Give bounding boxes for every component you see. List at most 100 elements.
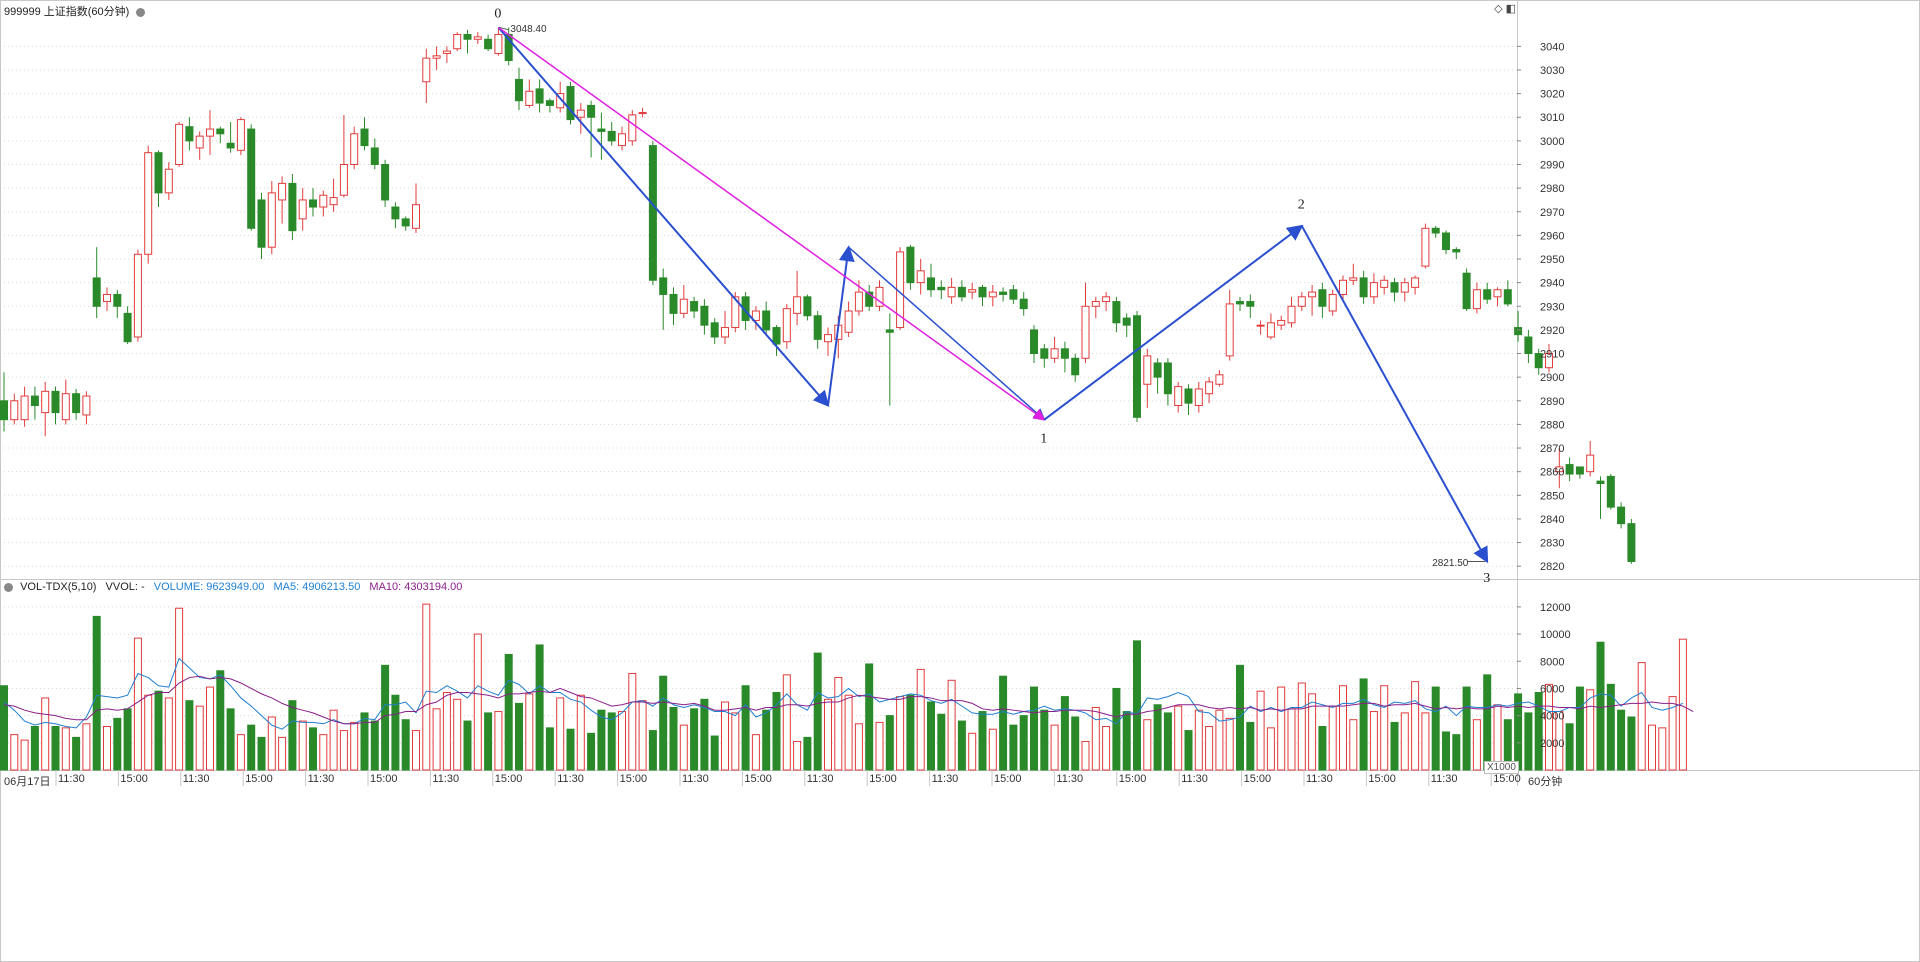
candle-body	[175, 123, 184, 165]
low-price-label: 2821.50	[1432, 558, 1469, 569]
candle-body	[1431, 227, 1440, 234]
candle-body	[1205, 381, 1214, 395]
price-tick-label: 2870	[1540, 443, 1564, 455]
volume-bar	[1071, 716, 1080, 771]
time-tick-label: 15:00	[1368, 773, 1396, 785]
volume-bar	[1586, 689, 1595, 771]
price-tick-label: 2830	[1540, 538, 1564, 550]
candle-body	[1380, 279, 1389, 288]
volume-bar	[1091, 706, 1100, 771]
candle-body	[1503, 289, 1512, 305]
volume-bar	[1472, 719, 1481, 771]
volume-bar	[82, 723, 91, 771]
time-tick-label: 15:00	[1119, 773, 1147, 785]
price-tick-label: 3040	[1540, 41, 1564, 53]
volume-bar	[515, 702, 523, 771]
volume-bar	[360, 712, 369, 771]
candle-body	[556, 93, 565, 109]
price-tick-label: 2910	[1540, 349, 1564, 361]
volume-bar	[597, 709, 606, 771]
diamond-icon[interactable]: ◇	[1494, 3, 1503, 15]
price-tick-label: 3010	[1540, 112, 1564, 124]
volume-bar	[1081, 740, 1090, 771]
volume-bar	[1060, 696, 1069, 771]
volume-bar	[1184, 730, 1193, 771]
volume-bar	[1277, 686, 1286, 771]
candle-body	[206, 128, 214, 137]
candle-body	[968, 289, 977, 293]
candle-body	[20, 395, 29, 421]
candle-body	[607, 130, 616, 142]
candle-body	[1194, 388, 1203, 407]
candle-body	[618, 133, 626, 147]
volume-bar	[1431, 686, 1440, 771]
candle-body	[1060, 348, 1069, 359]
volume-bar	[113, 717, 122, 771]
candle-body	[133, 253, 142, 338]
high-price-label: 3048.40	[510, 24, 547, 35]
candle-body	[772, 327, 781, 345]
volume-bar	[0, 685, 8, 771]
volume-bar	[412, 730, 420, 771]
volume-bar	[175, 607, 184, 771]
vvol-value: VVOL: -	[105, 581, 145, 593]
candle-body	[927, 277, 935, 291]
candle-body	[1246, 301, 1255, 307]
candle-body	[916, 270, 925, 284]
volume-bar	[865, 663, 874, 771]
candle-body	[669, 293, 678, 314]
volume-bar	[1617, 709, 1626, 771]
volume-bar	[494, 711, 503, 771]
candle-body	[1565, 464, 1574, 475]
candle-body	[741, 296, 750, 321]
indicator-name[interactable]: VOL-TDX(5,10)	[20, 581, 97, 593]
volume-bar	[772, 692, 781, 771]
candle-body	[1184, 388, 1193, 404]
volume-bar	[339, 730, 348, 771]
candle-body	[226, 142, 235, 149]
volume-bar	[741, 685, 750, 771]
candle-body	[401, 218, 410, 227]
volume-legend: VOL-TDX(5,10) VVOL: - VOLUME: 9623949.00…	[4, 581, 468, 593]
volume-bar	[628, 672, 637, 771]
volume-bar	[1215, 709, 1224, 771]
candle-body	[1287, 305, 1296, 324]
volume-bar	[1369, 711, 1378, 771]
candle-body	[1215, 374, 1224, 385]
candle-body	[1133, 315, 1141, 418]
candle-body	[576, 109, 585, 118]
volume-bar	[1545, 683, 1553, 771]
candle-body	[1359, 277, 1368, 298]
candle-body	[288, 182, 297, 232]
volume-bar	[1596, 641, 1605, 771]
candle-body	[566, 86, 575, 121]
indicator-menu-icon[interactable]	[4, 582, 13, 592]
period-selector[interactable]: 60分钟	[1528, 776, 1563, 788]
candle-body	[1483, 289, 1492, 300]
candle-body	[1390, 282, 1399, 293]
volume-bar	[1287, 708, 1296, 771]
price-tick-label: 3020	[1540, 89, 1564, 101]
volume-bar	[927, 701, 935, 771]
panel-toggle-icon[interactable]: ◧	[1505, 3, 1516, 15]
candle-body	[1050, 348, 1059, 359]
volume-unit-label: X1000	[1484, 761, 1519, 774]
volume-bar	[566, 728, 575, 771]
time-tick-label: 15:00	[1493, 773, 1521, 785]
candle-body	[360, 128, 369, 147]
candle-body	[247, 128, 256, 229]
time-tick-label: 15:00	[1244, 773, 1272, 785]
volume-bar	[834, 677, 843, 771]
symbol-title-text: 999999 上证指数(60分钟)	[4, 6, 130, 18]
candle-body	[298, 199, 307, 220]
volume-bar	[391, 694, 400, 771]
volume-tick-label: 4000	[1540, 711, 1564, 723]
volume-bar	[329, 709, 338, 771]
candle-body	[278, 182, 287, 201]
volume-bar	[875, 721, 884, 771]
candle-body	[1236, 301, 1244, 305]
dropdown-icon[interactable]	[136, 7, 146, 17]
candle-body	[1040, 348, 1049, 359]
symbol-title[interactable]: 999999 上证指数(60分钟)	[4, 3, 146, 19]
